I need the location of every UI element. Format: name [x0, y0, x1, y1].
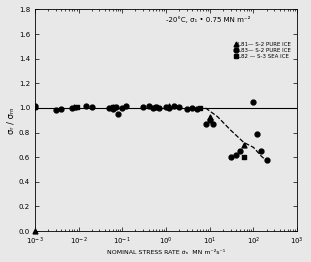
Point: [164, 105, 169, 109]
Point: [123, 104, 128, 108]
Point: [110, 107, 115, 111]
Point: [264, 157, 269, 162]
Point: [177, 105, 182, 109]
Point: [72, 105, 77, 109]
Point: [74, 105, 79, 109]
Point: [146, 103, 151, 108]
Y-axis label: σᵣ / σᵣₙ: σᵣ / σᵣₙ: [7, 107, 16, 134]
Point: [207, 118, 212, 122]
Point: [110, 105, 115, 109]
Point: [141, 105, 146, 109]
Point: [53, 108, 58, 112]
Point: [32, 103, 37, 108]
Point: [203, 122, 208, 126]
Point: [259, 149, 264, 153]
Point: [167, 103, 172, 108]
Point: [207, 114, 212, 119]
Point: [197, 106, 202, 110]
Point: [157, 106, 162, 110]
Text: -20°C, σ₁ • 0.75 MN m⁻²: -20°C, σ₁ • 0.75 MN m⁻²: [166, 16, 251, 23]
Legend: L81— S-2 PURE ICE, L83— S-2 PURE ICE, L82 — S-3 SEA ICE: L81— S-2 PURE ICE, L83— S-2 PURE ICE, L8…: [234, 41, 292, 60]
Point: [190, 106, 195, 110]
Point: [251, 100, 256, 104]
Point: [228, 155, 233, 159]
Point: [238, 149, 243, 153]
Point: [89, 105, 94, 109]
Point: [116, 112, 121, 116]
Point: [171, 103, 176, 108]
Point: [241, 155, 246, 159]
Point: [84, 103, 89, 108]
Point: [120, 106, 125, 110]
Point: [107, 106, 112, 110]
Point: [194, 107, 199, 111]
Point: [59, 107, 64, 111]
Point: [30, 105, 35, 109]
Point: [26, 105, 30, 109]
Point: [110, 105, 115, 109]
Point: [154, 105, 159, 109]
Point: [69, 106, 74, 110]
Point: [151, 106, 156, 110]
Point: [184, 107, 189, 111]
Point: [241, 143, 246, 147]
X-axis label: NOMINAL STRESS RATE σ̇ₙ  MN m⁻²s⁻¹: NOMINAL STRESS RATE σ̇ₙ MN m⁻²s⁻¹: [107, 250, 225, 255]
Point: [154, 105, 159, 109]
Point: [211, 122, 216, 126]
Point: [167, 106, 172, 110]
Point: [234, 153, 239, 157]
Point: [254, 132, 259, 136]
Point: [113, 105, 118, 109]
Point: [32, 105, 37, 109]
